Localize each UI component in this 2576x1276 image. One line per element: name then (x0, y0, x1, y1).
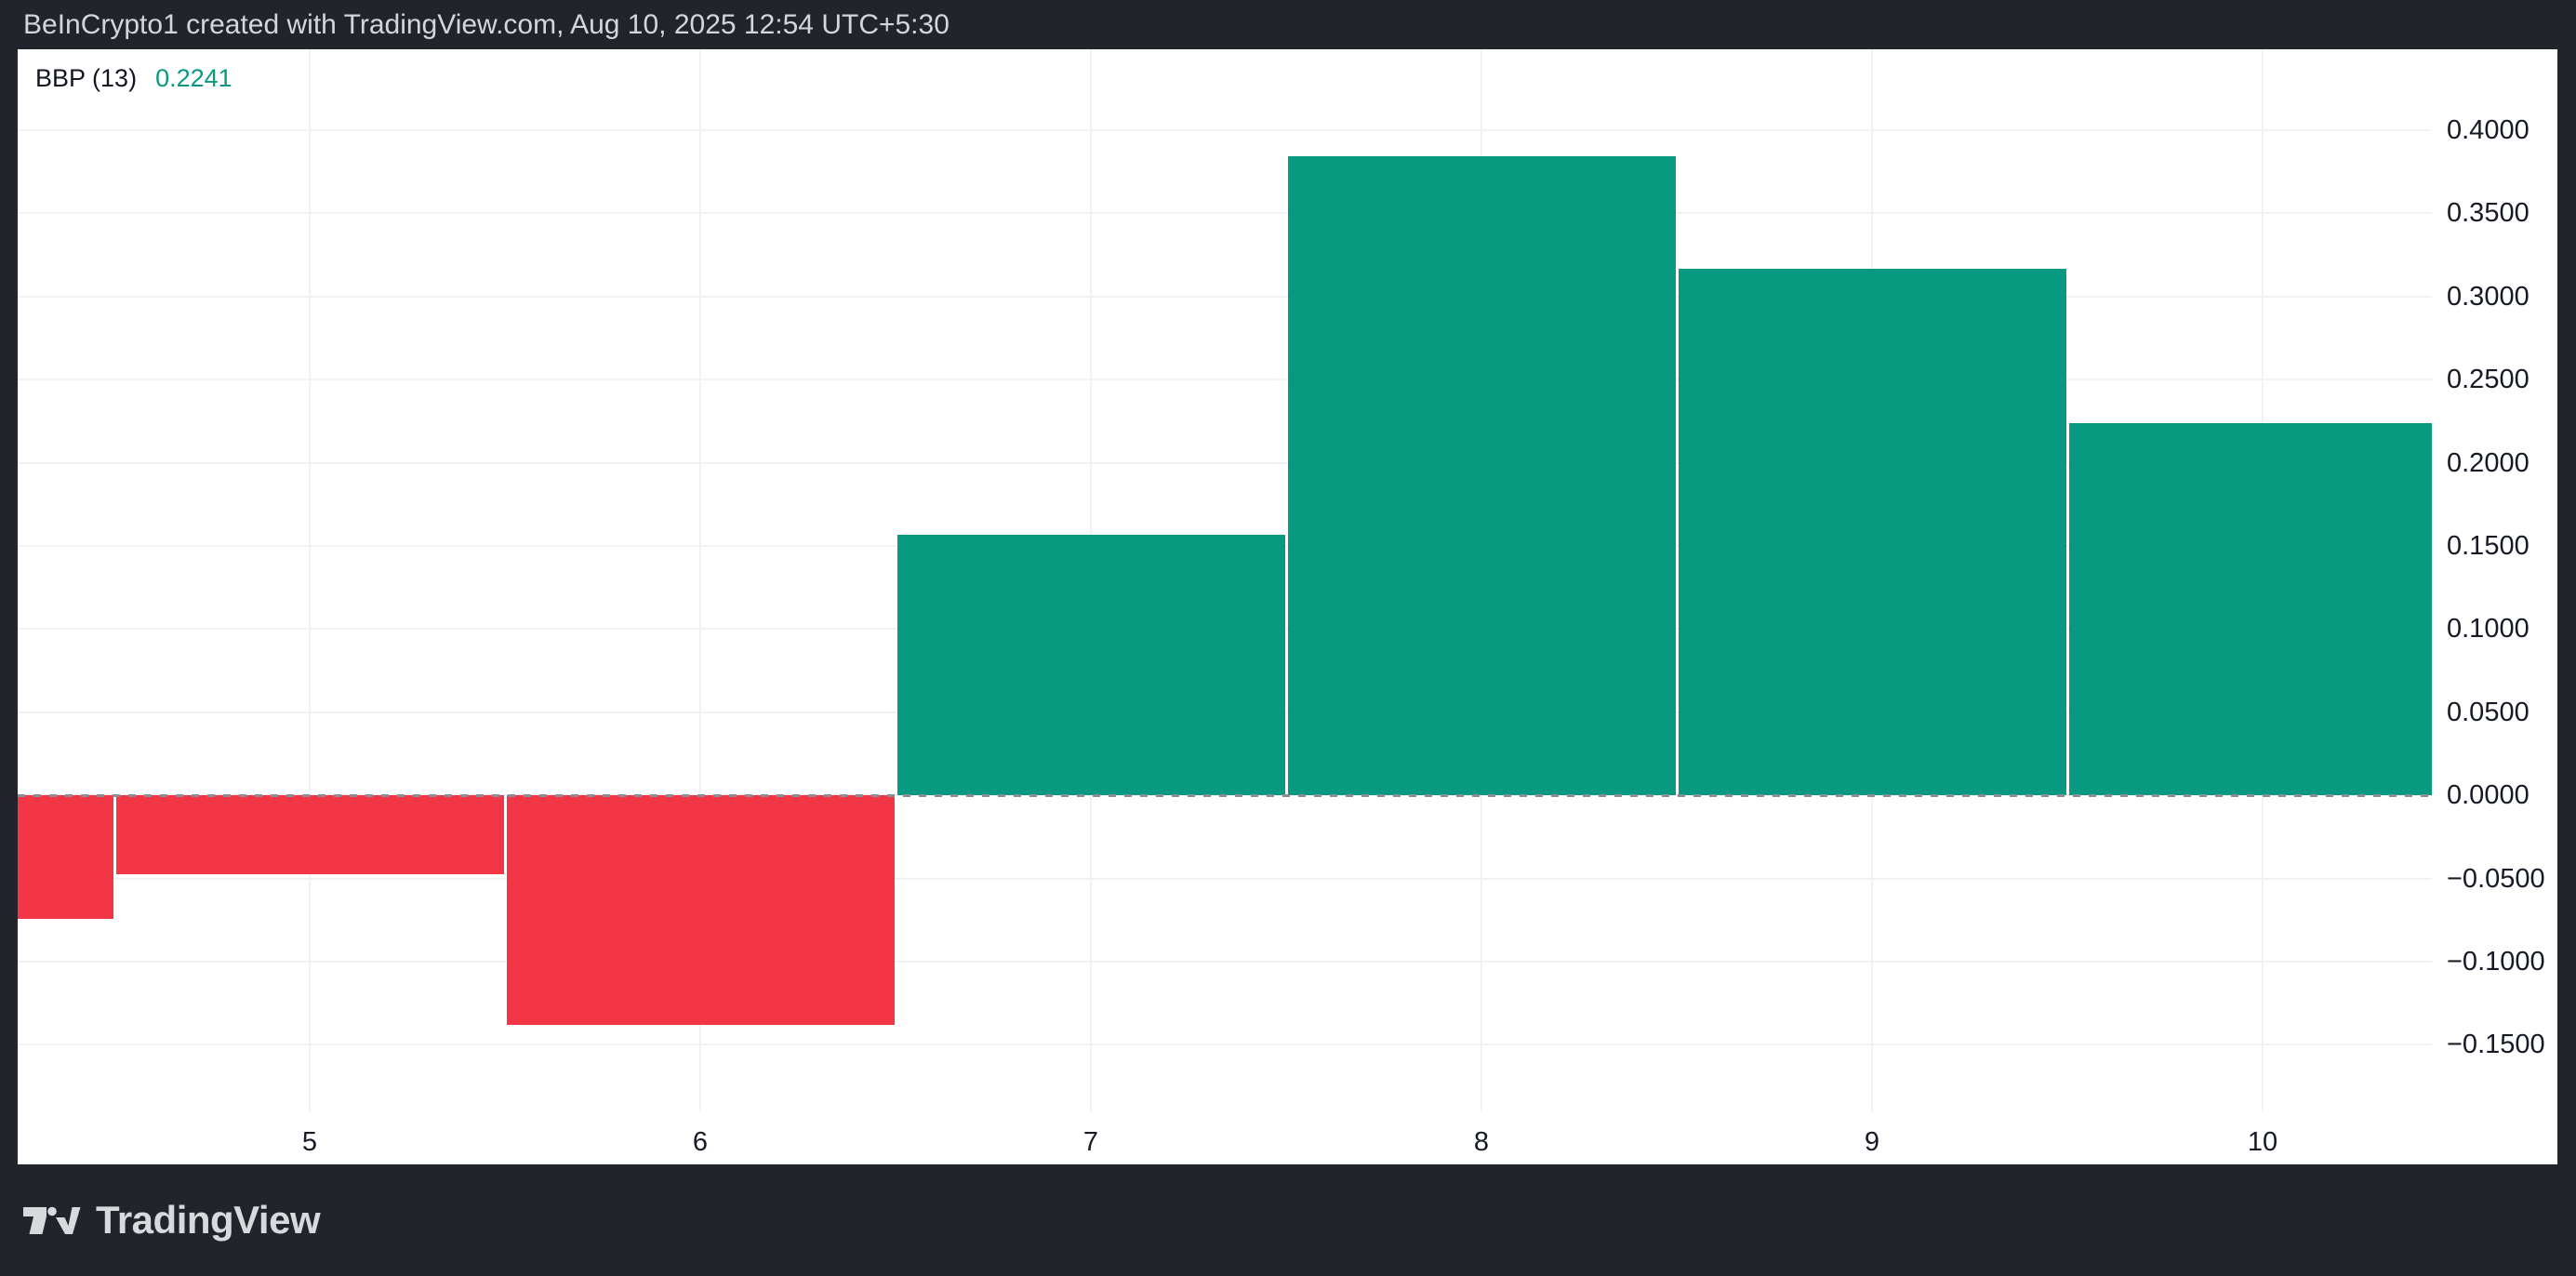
y-axis-label: 0.1000 (2447, 614, 2530, 645)
y-axis-label: 0.0500 (2447, 697, 2530, 727)
h-gridline (18, 1043, 2432, 1046)
h-gridline (18, 129, 2432, 132)
histogram-bar-negative (18, 795, 113, 919)
time-axis[interactable]: 5 6 7 8 9 10 (18, 1111, 2432, 1164)
indicator-name: BBP (13) (35, 64, 138, 92)
h-gridline (18, 461, 2432, 464)
plot-area[interactable] (18, 49, 2432, 1111)
histogram-bar-negative (115, 795, 504, 875)
histogram-bar-positive (1678, 269, 2066, 796)
price-axis[interactable]: 0.4000 0.3500 0.3000 0.2500 0.2000 0.1500 0.10… (18, 49, 2557, 1111)
zero-line (18, 794, 2432, 798)
y-axis-label: 0.4000 (2447, 115, 2530, 146)
chart-panel: 0.4000 0.3500 0.3000 0.2500 0.2000 0.1500 0.10… (18, 49, 2557, 1164)
v-gridline (309, 49, 311, 1111)
y-axis-label: 0.1500 (2447, 531, 2530, 562)
v-gridline (699, 49, 701, 1111)
y-axis-label: −0.1000 (2447, 947, 2545, 977)
h-gridline (18, 961, 2432, 964)
histogram-bar-negative (506, 795, 895, 1025)
x-axis-label: 5 (301, 1127, 318, 1157)
y-axis-label: 0.3500 (2447, 198, 2530, 229)
y-axis-label: −0.1500 (2447, 1030, 2545, 1060)
x-axis-label: 6 (692, 1127, 709, 1157)
indicator-legend[interactable]: BBP (13) 0.2241 (35, 64, 232, 93)
y-axis-label: −0.0500 (2447, 863, 2545, 894)
histogram-bar-positive (896, 534, 1285, 796)
h-gridline (18, 379, 2432, 381)
x-axis-label: 7 (1082, 1127, 1099, 1157)
x-axis-label: 10 (2247, 1127, 2278, 1157)
histogram-bar-positive (1287, 155, 1676, 796)
h-gridline (18, 295, 2432, 298)
footer-brand-text: TradingView (96, 1198, 321, 1242)
x-axis-label: 8 (1473, 1127, 1490, 1157)
y-axis-label: 0.2000 (2447, 447, 2530, 478)
h-gridline (18, 877, 2432, 880)
y-axis-label: 0.3000 (2447, 281, 2530, 312)
y-axis-label: 0.0000 (2447, 780, 2530, 811)
indicator-value: 0.2241 (155, 64, 232, 92)
histogram-bar-positive (2068, 422, 2432, 796)
header-title: BeInCrypto1 created with TradingView.com… (23, 8, 949, 40)
footer-bar: TradingView (0, 1164, 2576, 1276)
y-axis-label: 0.2500 (2447, 365, 2530, 395)
header-bar: BeInCrypto1 created with TradingView.com… (0, 0, 2576, 49)
x-axis-label: 9 (1864, 1127, 1880, 1157)
h-gridline (18, 212, 2432, 215)
tradingview-logo-icon (23, 1206, 81, 1234)
